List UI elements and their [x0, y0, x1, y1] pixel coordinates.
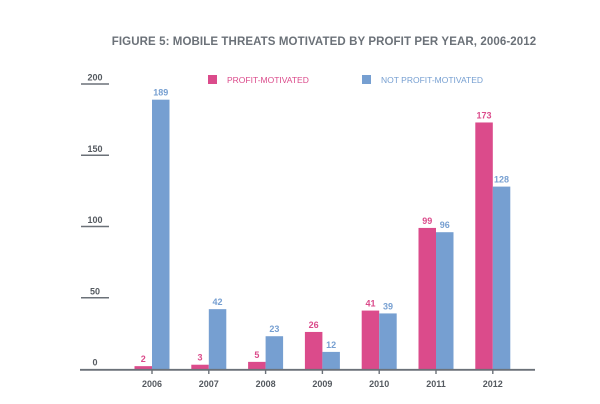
data-label-not-profit-2011: 96 — [440, 220, 450, 230]
bar-profit-2006 — [134, 366, 152, 369]
bar-not-profit-2009 — [322, 351, 340, 369]
bar-profit-2009 — [304, 331, 323, 369]
x-tick-label: 2007 — [199, 379, 219, 389]
data-label-profit-2008: 5 — [254, 350, 259, 360]
y-axis: 0 50 100 150 200 — [81, 73, 109, 368]
data-label-not-profit-2010: 39 — [383, 301, 393, 311]
bars — [134, 99, 511, 370]
bar-profit-2007 — [191, 364, 209, 369]
x-tick-label: 2006 — [142, 379, 162, 389]
legend-label-profit-motivated: PROFIT-MOTIVATED — [227, 75, 309, 85]
data-label-not-profit-2009: 12 — [326, 340, 336, 350]
legend: PROFIT-MOTIVATED NOT PROFIT-MOTIVATED — [208, 75, 483, 85]
bar-profit-2012 — [475, 122, 493, 369]
bar-profit-2011 — [418, 227, 436, 369]
data-label-not-profit-2008: 23 — [269, 324, 279, 334]
x-tick-label: 2008 — [256, 379, 276, 389]
x-tick-label: 2011 — [426, 379, 446, 389]
bar-not-profit-2011 — [436, 232, 454, 369]
data-label-profit-2011: 99 — [422, 216, 432, 226]
data-labels: 2 189 3 42 5 23 26 12 41 39 99 96 173 128 — [141, 88, 509, 364]
data-label-not-profit-2007: 42 — [213, 297, 223, 307]
y-tick-label: 150 — [87, 144, 102, 154]
x-tick-label: 2012 — [483, 379, 503, 389]
bar-not-profit-2007 — [208, 309, 227, 369]
data-label-not-profit-2012: 128 — [494, 175, 509, 185]
y-tick-label: 0 — [92, 358, 97, 368]
bar-not-profit-2010 — [379, 313, 397, 369]
data-label-profit-2010: 41 — [365, 299, 375, 309]
y-tick-label: 100 — [87, 215, 102, 225]
bar-profit-2010 — [361, 310, 380, 369]
data-label-profit-2007: 3 — [198, 353, 203, 363]
x-tick-label: 2009 — [312, 379, 332, 389]
legend-swatch-profit-motivated — [208, 75, 217, 84]
bar-not-profit-2006 — [152, 99, 170, 370]
x-axis: 2006 2007 2008 2009 2010 2011 2012 — [80, 368, 535, 389]
y-tick-label: 200 — [87, 73, 102, 83]
bar-profit-2008 — [248, 361, 266, 369]
bar-not-profit-2012 — [492, 186, 511, 369]
data-label-profit-2009: 26 — [309, 320, 319, 330]
legend-label-not-profit-motivated: NOT PROFIT-MOTIVATED — [381, 75, 483, 85]
x-tick-label: 2010 — [369, 379, 389, 389]
legend-swatch-not-profit-motivated — [362, 75, 371, 84]
data-label-profit-2012: 173 — [477, 110, 492, 120]
data-label-profit-2006: 2 — [141, 354, 146, 364]
y-tick-label: 50 — [90, 286, 100, 296]
bar-not-profit-2008 — [265, 336, 284, 369]
data-label-not-profit-2006: 189 — [153, 88, 168, 98]
chart-title: FIGURE 5: MOBILE THREATS MOTIVATED BY PR… — [112, 36, 537, 48]
